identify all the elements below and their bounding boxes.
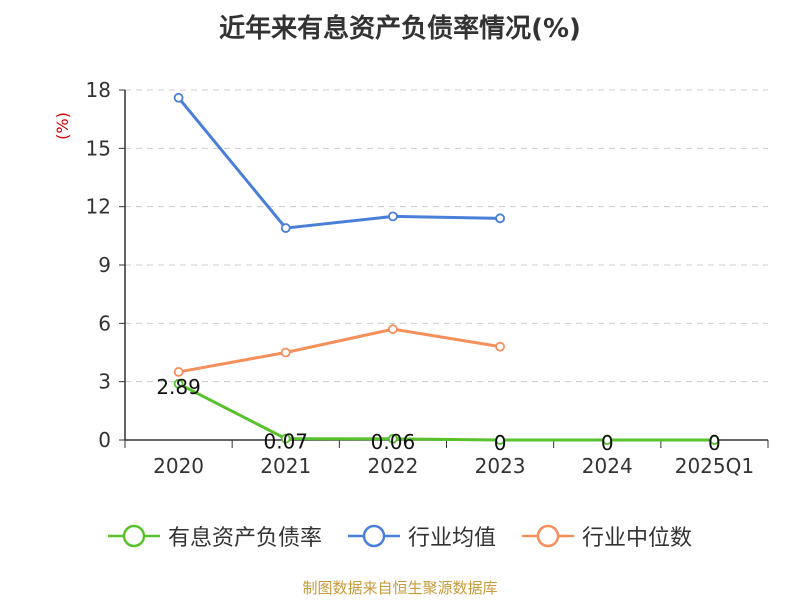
chart-title: 近年来有息资产负债率情况(%) bbox=[219, 14, 581, 44]
data-label: 0 bbox=[601, 431, 614, 455]
data-label: 0.06 bbox=[371, 430, 416, 454]
data-point bbox=[709, 435, 720, 445]
data-label: 2.89 bbox=[156, 375, 201, 399]
data-point bbox=[173, 378, 184, 389]
legend-label: 行业中位数 bbox=[582, 526, 693, 551]
y-tick-label: 6 bbox=[98, 311, 111, 335]
series bbox=[173, 92, 720, 445]
x-tick-label: 2023 bbox=[475, 454, 526, 478]
data-point bbox=[280, 223, 291, 233]
data-point bbox=[602, 435, 613, 445]
data-labels: 2.89 0.07 0.06 0 0 0 bbox=[156, 375, 720, 455]
x-tick-label: 2022 bbox=[367, 454, 418, 478]
legend-label: 有息资产负债率 bbox=[167, 526, 322, 551]
axes: 0 3 6 9 12 15 18 2020 2021 2022 2023 2024 2025Q1 bbox=[86, 78, 769, 478]
data-point bbox=[280, 347, 291, 358]
legend-item[interactable]: 行业均值 bbox=[347, 520, 496, 552]
legend-item[interactable]: 有息资产负债率 bbox=[107, 520, 322, 552]
legend-item[interactable]: 行业中位数 bbox=[522, 520, 692, 552]
data-label: 0 bbox=[708, 431, 721, 455]
x-tick-label: 2025Q1 bbox=[675, 454, 754, 478]
y-tick-label: 0 bbox=[98, 428, 111, 452]
source-note: 制图数据来自恒生聚源数据库 bbox=[302, 579, 498, 597]
series-line-0 bbox=[177, 382, 715, 442]
data-point bbox=[388, 211, 398, 222]
y-tick-label: 15 bbox=[86, 136, 111, 160]
legend-line-circle-icon bbox=[522, 524, 574, 548]
data-point bbox=[388, 324, 398, 335]
data-point bbox=[173, 92, 184, 103]
x-tick-label: 2024 bbox=[582, 454, 633, 478]
data-point bbox=[173, 367, 184, 377]
data-point bbox=[495, 341, 505, 352]
series-line-2 bbox=[178, 327, 501, 374]
data-label: 0.07 bbox=[263, 430, 308, 454]
data-point bbox=[280, 433, 291, 444]
y-tick-label: 3 bbox=[98, 370, 111, 394]
legend: 有息资产负债率 行业均值 行业中位数 bbox=[0, 520, 800, 552]
x-tick-label: 2020 bbox=[153, 454, 204, 478]
series-line-1 bbox=[177, 96, 501, 230]
y-tick-label: 9 bbox=[98, 253, 111, 277]
y-tick-label: 12 bbox=[86, 195, 111, 219]
y-tick-label: 18 bbox=[86, 78, 111, 102]
data-point bbox=[388, 433, 398, 444]
data-label: 0 bbox=[494, 431, 507, 455]
gridlines bbox=[125, 89, 768, 383]
legend-label: 行业均值 bbox=[407, 526, 496, 551]
legend-line-circle-icon bbox=[347, 524, 400, 548]
data-point bbox=[495, 435, 505, 445]
x-tick-label: 2021 bbox=[260, 454, 311, 478]
data-point bbox=[495, 213, 505, 224]
y-axis-label: (%) bbox=[53, 112, 72, 140]
legend-line-circle-icon bbox=[107, 524, 160, 548]
